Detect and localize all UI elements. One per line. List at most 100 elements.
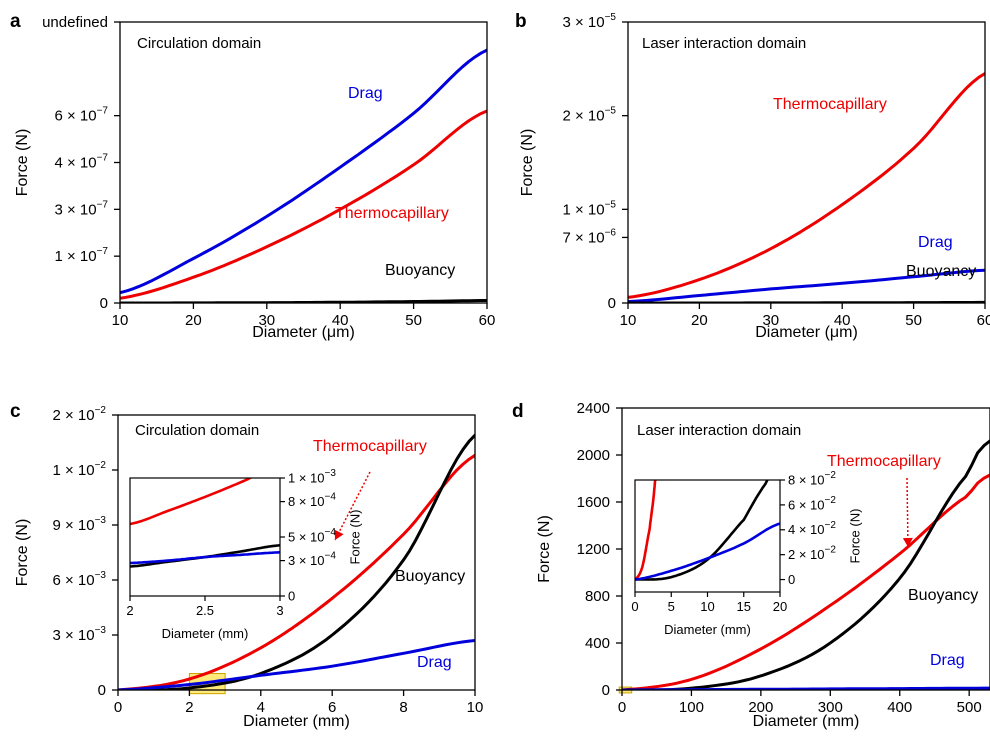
panel-b-y-tick-label: 1 × 10−5 — [562, 199, 616, 218]
panel-d-y-tick-label: 2000 — [577, 447, 610, 464]
panel-d-inset-y-tick-label: 4 × 10−2 — [788, 519, 836, 537]
panel-d-series-label-drag: Drag — [930, 652, 965, 669]
panel-c-series-buoyancy — [118, 433, 475, 690]
panel-a-y-tick-label: 6 × 10−7 — [54, 105, 108, 124]
panel-a-label: a — [10, 11, 21, 32]
panel-b-series-label-drag: Drag — [918, 234, 953, 251]
panel-a-x-tick-label: 50 — [405, 312, 422, 329]
panel-a-y-tick-label: 3 × 10−7 — [54, 199, 108, 218]
panel-c-series-thermocapillary — [118, 453, 475, 690]
panel-b-series-drag — [628, 268, 985, 303]
panel-c-x-axis-label: Diameter (mm) — [243, 713, 350, 730]
panel-a-annotation: Circulation domain — [137, 35, 261, 52]
panel-b-y-tick-label: 2 × 10−5 — [562, 105, 616, 124]
panel-c-x-tick-label: 10 — [467, 699, 484, 716]
panel-c-label: c — [10, 401, 21, 422]
panel-c-x-tick-label: 6 — [328, 699, 336, 716]
panel-d-x-tick-label: 500 — [957, 699, 982, 716]
panel-d-x-tick-label: 400 — [887, 699, 912, 716]
panel-a-y-tick-label: undefined — [42, 14, 108, 31]
panel-c-inset-x-axis-label: Diameter (mm) — [162, 626, 249, 641]
panel-d-inset-y-tick-label: 0 — [788, 572, 795, 587]
panel-a-x-axis-label: Diameter (μm) — [252, 324, 355, 341]
panel-c-x-tick-label: 8 — [399, 699, 407, 716]
panel-d-inset-x-tick-label: 10 — [700, 599, 714, 614]
panel-a-series-label-buoyancy: Buoyancy — [385, 262, 455, 279]
panel-c-inset-series-thermocapillary — [130, 478, 254, 526]
panel-b-x-tick-label: 60 — [977, 312, 990, 329]
panel-d-inset-series-thermocapillary — [635, 480, 657, 581]
panel-c-frame — [117, 414, 476, 691]
panel-a-x-tick-label: 10 — [112, 312, 129, 329]
panel-d-inset-series-drag — [635, 522, 780, 581]
panel-c-y-tick-label: 3 × 10−3 — [52, 625, 106, 644]
panel-d-series-label-buoyancy: Buoyancy — [908, 587, 978, 604]
panel-d-x-tick-label: 300 — [818, 699, 843, 716]
panel-c-series-drag — [118, 639, 475, 690]
panel-b-x-axis-label: Diameter (μm) — [755, 324, 858, 341]
panel-a-frame — [119, 21, 488, 304]
panel-c-inset-y-axis-label: Force (N) — [347, 510, 362, 565]
panel-a-series-drag — [120, 48, 487, 295]
panel-c-inset-y-tick-label: 0 — [288, 588, 295, 603]
panel-b-series-label-thermocapillary: Thermocapillary — [773, 96, 887, 113]
panel-c-y-tick-label: 6 × 10−3 — [52, 570, 106, 589]
panel-a-series-thermocapillary — [120, 109, 487, 300]
panel-b-label: b — [515, 11, 527, 32]
panel-d-inset-y-tick-label: 2 × 10−2 — [788, 544, 836, 562]
panel-a-x-tick-label: 30 — [258, 312, 275, 329]
panel-a-x-tick-label: 60 — [479, 312, 496, 329]
panel-d-inset-y-tick-label: 8 × 10−2 — [788, 470, 836, 488]
panel-d-x-tick-label: 0 — [618, 699, 626, 716]
panel-d-inset-y-tick-label: 6 × 10−2 — [788, 495, 836, 513]
panel-a-x-tick-label: 40 — [332, 312, 349, 329]
panel-c-y-axis-label: Force (N) — [14, 519, 31, 587]
panel-d-inset-x-tick-label: 0 — [631, 599, 638, 614]
panel-d-y-tick-label: 400 — [585, 635, 610, 652]
panel-b-annotation: Laser interaction domain — [642, 35, 806, 52]
panel-b-x-tick-label: 20 — [691, 312, 708, 329]
panel-d-inset-y-axis-label: Force (N) — [847, 509, 862, 564]
panel-c-inset-series-drag — [130, 550, 280, 565]
panel-b-y-tick-label: 0 — [608, 295, 616, 312]
panel-d-y-tick-label: 800 — [585, 588, 610, 605]
panel-c-inset-y-tick-label: 3 × 10−4 — [288, 550, 336, 568]
panel-b-x-tick-label: 50 — [905, 312, 922, 329]
panel-d-series-thermocapillary — [622, 473, 990, 690]
panel-c-x-tick-label: 4 — [257, 699, 265, 716]
panel-b-y-tick-label: 7 × 10−6 — [562, 227, 616, 246]
panel-a-y-tick-label: 0 — [100, 295, 108, 312]
panel-c-y-tick-label: 0 — [98, 682, 106, 699]
panel-c-arrow-line — [334, 471, 371, 541]
panel-d-arrow-line — [906, 477, 909, 548]
panel-d-y-tick-label: 1200 — [577, 541, 610, 558]
panel-c-series-label-buoyancy: Buoyancy — [395, 568, 465, 585]
panel-b-frame — [627, 21, 986, 304]
panel-c-x-tick-label: 2 — [185, 699, 193, 716]
panel-d-y-tick-label: 0 — [602, 682, 610, 699]
panel-d-x-tick-label: 100 — [679, 699, 704, 716]
panel-a-series-label-drag: Drag — [348, 85, 383, 102]
panel-c-series-label-drag: Drag — [417, 654, 452, 671]
panel-b-x-tick-label: 30 — [762, 312, 779, 329]
panel-c-series-label-thermocapillary: Thermocapillary — [313, 438, 427, 455]
panel-b-y-tick-label: 3 × 10−5 — [562, 12, 616, 31]
panel-b-x-tick-label: 10 — [620, 312, 637, 329]
panel-c-inset-x-tick-label: 2 — [126, 603, 133, 618]
panel-c-y-tick-label: 1 × 10−2 — [52, 460, 106, 479]
panel-b-series-label-buoyancy: Buoyancy — [906, 263, 976, 280]
panel-b-x-tick-label: 40 — [834, 312, 851, 329]
panel-c-inset-y-tick-label: 8 × 10−4 — [288, 491, 336, 509]
panel-d-inset-x-axis-label: Diameter (mm) — [664, 622, 751, 637]
panel-d-y-tick-label: 1600 — [577, 494, 610, 511]
panel-c-inset-x-tick-label: 3 — [276, 603, 283, 618]
panel-a-y-axis-label: Force (N) — [14, 129, 31, 197]
panel-d-series-label-thermocapillary: Thermocapillary — [827, 453, 941, 470]
panel-c-annotation: Circulation domain — [135, 422, 259, 439]
panel-d-y-tick-label: 2400 — [577, 400, 610, 417]
panel-c-x-tick-label: 0 — [114, 699, 122, 716]
panel-d-y-axis-label: Force (N) — [536, 515, 553, 583]
panel-c-inset-y-tick-label: 5 × 10−4 — [288, 527, 336, 545]
panel-c-y-tick-label: 9 × 10−3 — [52, 515, 106, 534]
